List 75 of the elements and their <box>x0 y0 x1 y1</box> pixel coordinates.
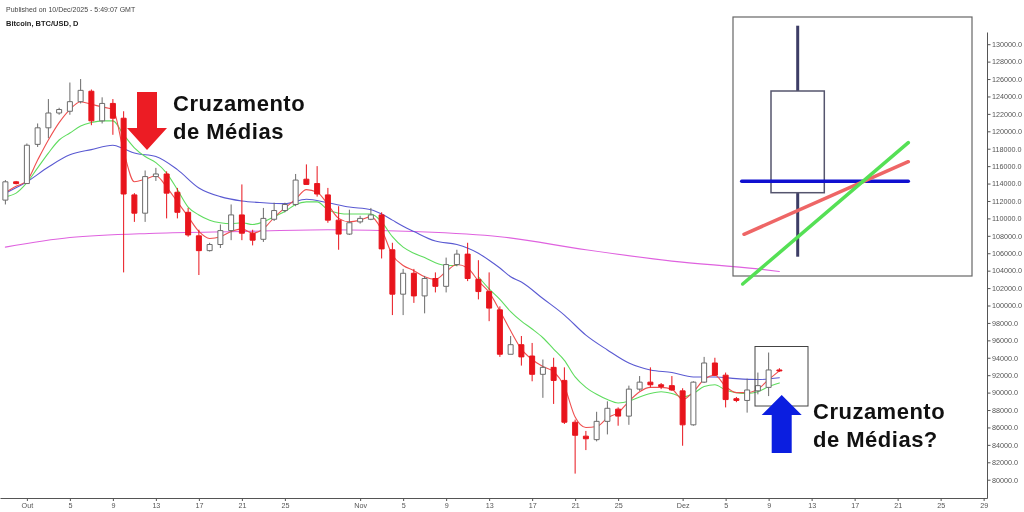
candlestick <box>443 257 450 293</box>
candlestick <box>271 202 278 222</box>
candlestick <box>582 430 589 451</box>
candlestick <box>88 88 95 126</box>
candlestick <box>529 342 536 382</box>
candlestick <box>539 359 546 399</box>
candlestick <box>701 356 708 384</box>
candlestick <box>625 385 632 426</box>
candlestick <box>658 382 665 390</box>
candlestick <box>367 207 374 221</box>
candlestick <box>744 378 751 414</box>
candlestick <box>99 96 106 124</box>
candlestick <box>23 142 30 185</box>
candlestick <box>120 110 127 273</box>
candlestick <box>185 207 192 238</box>
candlestick <box>636 375 643 392</box>
annotation: Cruzamento de Médias? <box>813 399 946 452</box>
candlestick <box>776 367 783 373</box>
candlestick <box>56 107 63 116</box>
candlestick <box>314 165 321 198</box>
candlestick <box>765 352 772 397</box>
candlestick <box>722 372 729 408</box>
candlestick <box>303 163 310 185</box>
candlestick <box>131 192 138 223</box>
candlestick <box>389 242 396 316</box>
candlestick <box>668 375 675 392</box>
candlestick <box>733 396 740 403</box>
candlestick <box>260 207 267 243</box>
candlestick <box>13 180 20 185</box>
candlestick <box>152 167 159 182</box>
candlestick <box>572 419 579 475</box>
candlestick <box>335 205 342 251</box>
candlestick <box>496 305 503 358</box>
candlestick <box>249 229 256 246</box>
candlestick <box>34 122 41 148</box>
candlestick <box>432 271 439 293</box>
candlestick <box>647 366 654 388</box>
candlestick <box>109 98 116 136</box>
candlestick <box>238 183 245 241</box>
candlestick <box>217 224 224 249</box>
candlestick <box>518 335 525 367</box>
candlestick <box>195 229 202 276</box>
candlestick <box>410 268 417 304</box>
candlestick <box>45 98 52 139</box>
candlestick <box>206 242 213 252</box>
candlestick <box>453 249 460 267</box>
line-series <box>4 229 780 273</box>
candlestick <box>228 203 235 241</box>
candlestick <box>174 187 181 219</box>
candlestick <box>142 169 149 223</box>
candlestick <box>77 78 84 104</box>
candlestick <box>486 271 493 322</box>
candlestick <box>163 170 170 219</box>
candlestick <box>615 406 622 427</box>
candlestick <box>550 357 557 405</box>
candlestick <box>475 259 482 300</box>
candlestick <box>593 411 600 442</box>
candlestick <box>66 82 73 116</box>
candlestick <box>292 173 299 207</box>
candlestick <box>281 202 288 213</box>
candlestick <box>561 366 568 425</box>
candlestick <box>421 275 428 314</box>
candlestick <box>324 187 331 224</box>
candlestick <box>2 179 9 205</box>
candlestick <box>690 380 697 427</box>
candlestick <box>711 357 718 377</box>
annotation: Cruzamento de Médias <box>173 91 306 144</box>
candlestick <box>679 387 686 447</box>
candlestick <box>507 335 514 355</box>
candlestick <box>346 209 353 236</box>
candlestick <box>604 400 611 435</box>
candlestick <box>464 242 471 282</box>
candlestick <box>378 211 385 259</box>
candlestick <box>357 215 364 225</box>
candlestick <box>400 268 407 316</box>
